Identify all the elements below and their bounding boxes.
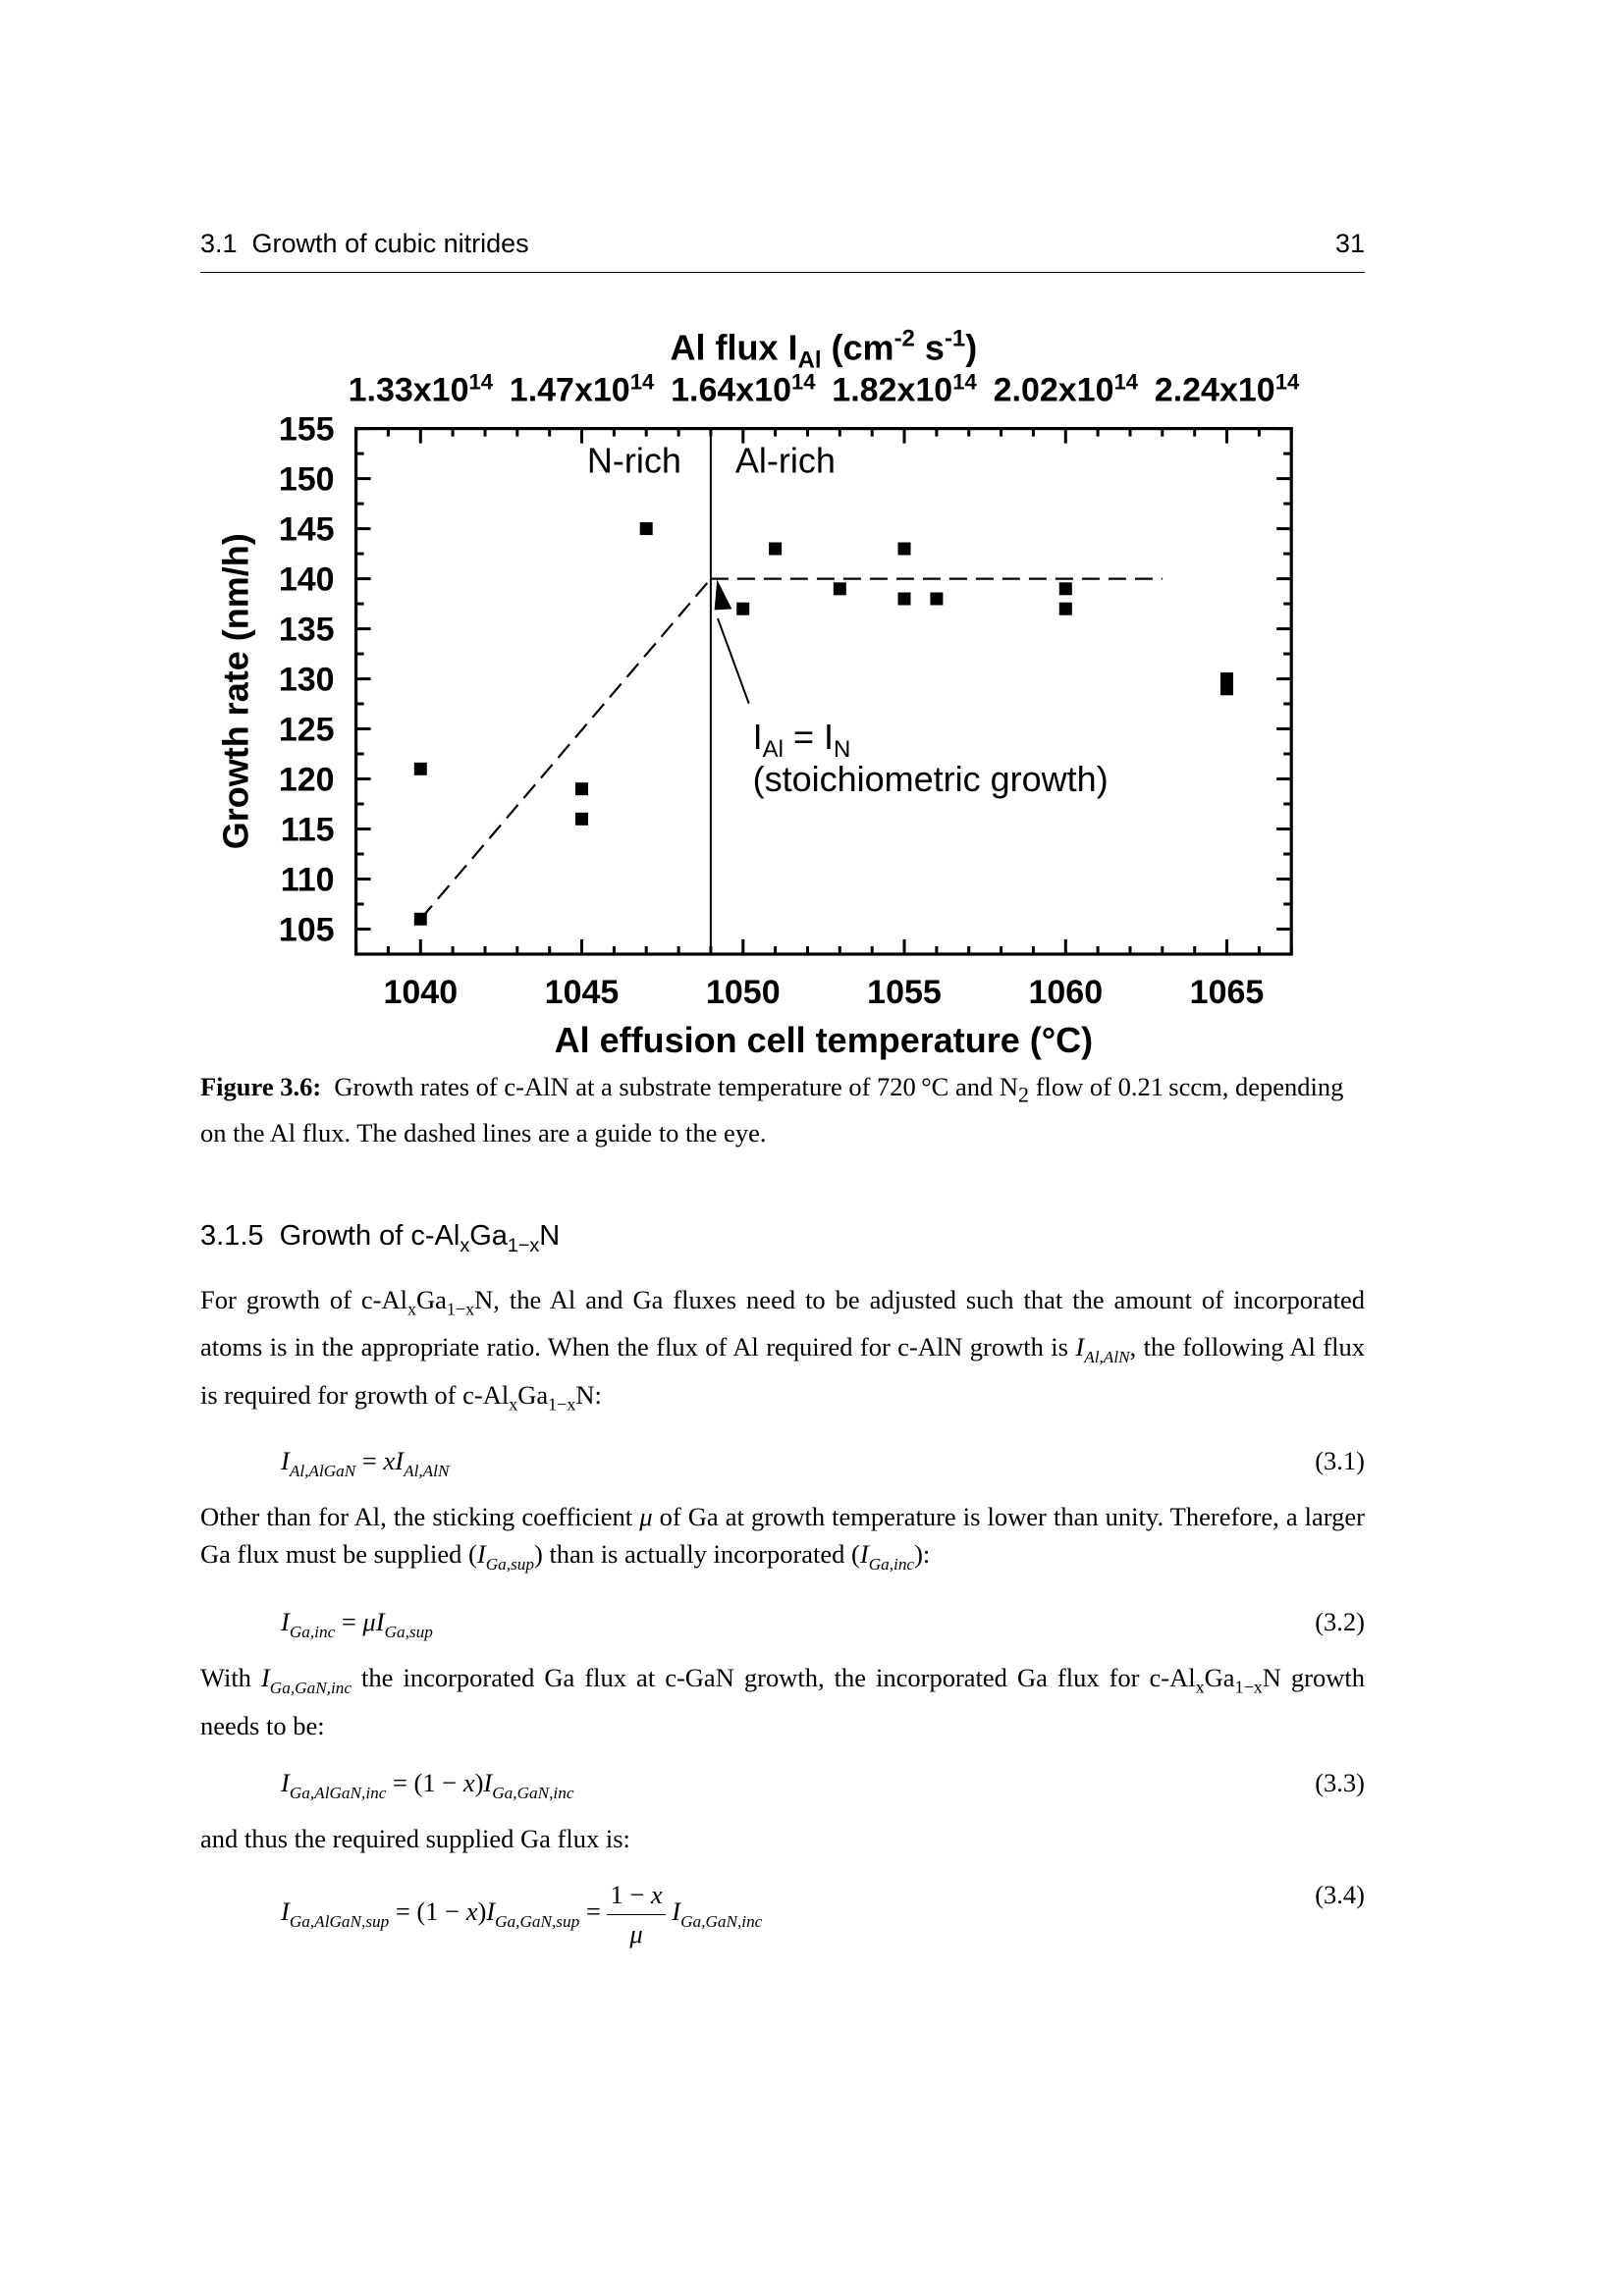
svg-text:2.24x1014: 2.24x1014 — [1155, 369, 1300, 409]
svg-text:N-rich: N-rich — [587, 441, 681, 481]
svg-text:105: 105 — [279, 912, 335, 949]
svg-text:Growth rate (nm/h): Growth rate (nm/h) — [216, 533, 256, 849]
svg-text:145: 145 — [279, 511, 335, 549]
svg-text:110: 110 — [281, 862, 335, 899]
svg-text:135: 135 — [279, 612, 335, 649]
svg-text:1.47x1014: 1.47x1014 — [510, 369, 655, 409]
svg-text:1040: 1040 — [383, 974, 458, 1011]
svg-text:125: 125 — [279, 712, 335, 749]
svg-text:1.64x1014: 1.64x1014 — [671, 369, 816, 409]
svg-text:Al-rich: Al-rich — [735, 441, 836, 481]
svg-text:120: 120 — [279, 762, 335, 799]
svg-text:140: 140 — [279, 561, 335, 599]
svg-text:2.02x1014: 2.02x1014 — [994, 369, 1139, 409]
svg-text:1.33x1014: 1.33x1014 — [349, 369, 494, 409]
svg-text:1060: 1060 — [1028, 974, 1103, 1011]
svg-text:1065: 1065 — [1190, 974, 1265, 1011]
svg-text:IAl = IN: IAl = IN — [753, 717, 851, 763]
svg-text:(stoichiometric growth): (stoichiometric growth) — [753, 759, 1109, 799]
svg-text:155: 155 — [279, 411, 335, 449]
svg-text:150: 150 — [279, 461, 335, 499]
svg-text:1.82x1014: 1.82x1014 — [832, 369, 977, 409]
svg-text:130: 130 — [279, 662, 335, 699]
svg-text:1045: 1045 — [545, 974, 620, 1011]
svg-text:115: 115 — [281, 812, 335, 849]
svg-text:Al effusion cell temperature (: Al effusion cell temperature (°C) — [555, 1020, 1094, 1060]
svg-text:1050: 1050 — [706, 974, 781, 1011]
svg-text:Al flux IAl (cm-2 s-1): Al flux IAl (cm-2 s-1) — [671, 326, 978, 374]
svg-text:1055: 1055 — [867, 974, 942, 1011]
